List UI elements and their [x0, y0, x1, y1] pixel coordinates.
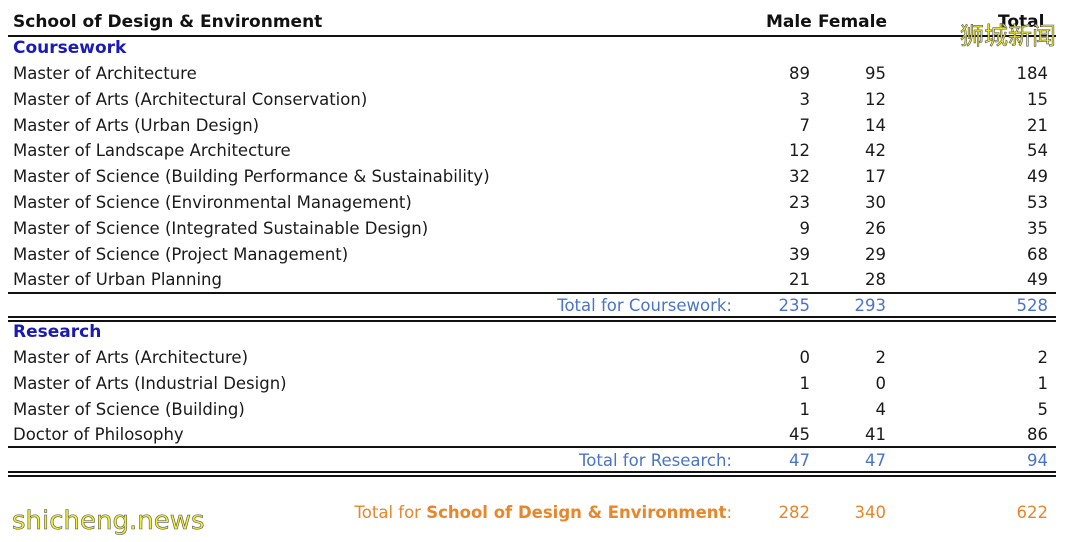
table-row: Master of Science (Project Management) 39…: [0, 245, 1080, 271]
female-count: 29: [865, 244, 886, 264]
table-row: Master of Architecture 89 95 184: [0, 64, 1080, 90]
research-divider: [8, 446, 1056, 448]
male-count: 89: [789, 64, 810, 83]
coursework-total-total: 528: [1016, 296, 1049, 315]
total-count: 15: [1027, 89, 1048, 109]
total-count: 49: [1027, 270, 1048, 290]
watermark-top-right: 狮城新闻: [960, 22, 1057, 51]
research-total-female: 47: [865, 451, 886, 470]
total-count: 21: [1027, 115, 1048, 135]
column-header-female: Female: [818, 12, 887, 32]
section-heading-research: Research: [13, 322, 102, 342]
coursework-total-male: 235: [778, 296, 811, 315]
total-count: 2: [1037, 348, 1049, 367]
program-name: Master of Science (Building): [13, 399, 245, 419]
program-name: Master of Science (Building Performance …: [13, 167, 490, 187]
male-count: 39: [789, 244, 810, 264]
male-count: 12: [789, 141, 810, 161]
table-row: Master of Science (Building Performance …: [0, 167, 1080, 193]
coursework-total-label: Total for Coursework:: [557, 296, 732, 315]
male-count: 45: [789, 425, 810, 445]
grand-total-row: Total for School of Design & Environment…: [0, 503, 1080, 529]
column-header-total: Total: [998, 12, 1045, 32]
header-divider: [8, 35, 1056, 37]
program-name: Master of Arts (Architecture): [13, 348, 249, 367]
male-count: 7: [799, 115, 811, 135]
research-total-male: 47: [789, 451, 810, 470]
research-total-label: Total for Research:: [579, 451, 732, 470]
coursework-double-line-bottom: [8, 320, 1056, 322]
program-name: Master of Arts (Industrial Design): [13, 373, 287, 393]
male-count: 3: [799, 89, 811, 109]
female-count: 26: [865, 218, 886, 238]
female-count: 30: [865, 193, 886, 212]
female-count: 14: [865, 115, 886, 135]
coursework-total-row: Total for Coursework: 235 293 528: [0, 296, 1080, 322]
female-count: 12: [865, 89, 886, 109]
male-count: 32: [789, 167, 810, 187]
total-count: 184: [1016, 64, 1049, 83]
table-row: Doctor of Philosophy 45 41 86: [0, 425, 1080, 451]
female-count: 41: [865, 425, 886, 445]
total-count: 1: [1037, 373, 1049, 393]
table-row: Master of Arts (Architecture) 0 2 2: [0, 348, 1080, 374]
male-count: 1: [799, 399, 811, 419]
coursework-total-female: 293: [854, 296, 887, 315]
male-count: 0: [799, 348, 811, 367]
research-double-line-bottom: [8, 475, 1056, 477]
male-count: 23: [789, 193, 810, 212]
program-name: Master of Science (Environmental Managem…: [13, 193, 412, 212]
grand-total-male: 282: [778, 503, 811, 522]
table-row: Master of Urban Planning 21 28 49: [0, 270, 1080, 296]
research-double-line-top: [8, 471, 1056, 473]
column-header-male: Male: [766, 12, 812, 32]
coursework-divider: [8, 292, 1056, 294]
program-name: Master of Arts (Architectural Conservati…: [13, 89, 368, 109]
table-row: Master of Arts (Architectural Conservati…: [0, 90, 1080, 116]
female-count: 42: [865, 141, 886, 161]
program-name: Master of Arts (Urban Design): [13, 115, 260, 135]
female-count: 0: [875, 373, 887, 393]
female-count: 4: [875, 399, 887, 419]
female-count: 2: [875, 348, 887, 367]
research-total-row: Total for Research: 47 47 94: [0, 451, 1080, 477]
watermark-bottom-left: shicheng.news: [12, 506, 205, 537]
program-name: Master of Science (Integrated Sustainabl…: [13, 218, 429, 238]
table-row: Master of Arts (Industrial Design) 1 0 1: [0, 374, 1080, 400]
total-count: 86: [1027, 425, 1048, 445]
program-name: Doctor of Philosophy: [13, 425, 184, 445]
program-name: Master of Landscape Architecture: [13, 141, 291, 161]
program-name: Master of Science (Project Management): [13, 244, 349, 264]
program-name: Master of Urban Planning: [13, 270, 222, 290]
grand-total-total: 622: [1016, 503, 1049, 522]
table-row: Master of Arts (Urban Design) 7 14 21: [0, 116, 1080, 142]
grand-total-label: Total for School of Design & Environment…: [354, 503, 733, 522]
grand-total-female: 340: [854, 503, 887, 522]
total-count: 68: [1027, 244, 1048, 264]
table-row: Master of Science (Integrated Sustainabl…: [0, 219, 1080, 245]
total-count: 49: [1027, 167, 1048, 187]
total-count: 54: [1027, 141, 1048, 161]
program-name: Master of Architecture: [13, 64, 197, 83]
female-count: 28: [865, 270, 886, 290]
school-title: School of Design & Environment: [13, 12, 323, 32]
total-count: 35: [1027, 218, 1048, 238]
male-count: 1: [799, 373, 811, 393]
female-count: 95: [865, 64, 886, 83]
table-row: Master of Science (Building) 1 4 5: [0, 400, 1080, 426]
total-count: 53: [1027, 193, 1048, 212]
male-count: 9: [799, 218, 811, 238]
grand-total-school-name: School of Design & Environment: [426, 503, 727, 522]
male-count: 21: [789, 270, 810, 290]
table-row: Master of Landscape Architecture 12 42 54: [0, 141, 1080, 167]
section-heading-coursework: Coursework: [13, 38, 127, 58]
female-count: 17: [865, 167, 886, 187]
coursework-double-line-top: [8, 316, 1056, 318]
table-row: Master of Science (Environmental Managem…: [0, 193, 1080, 219]
total-count: 5: [1037, 399, 1049, 419]
research-total-total: 94: [1027, 451, 1048, 470]
